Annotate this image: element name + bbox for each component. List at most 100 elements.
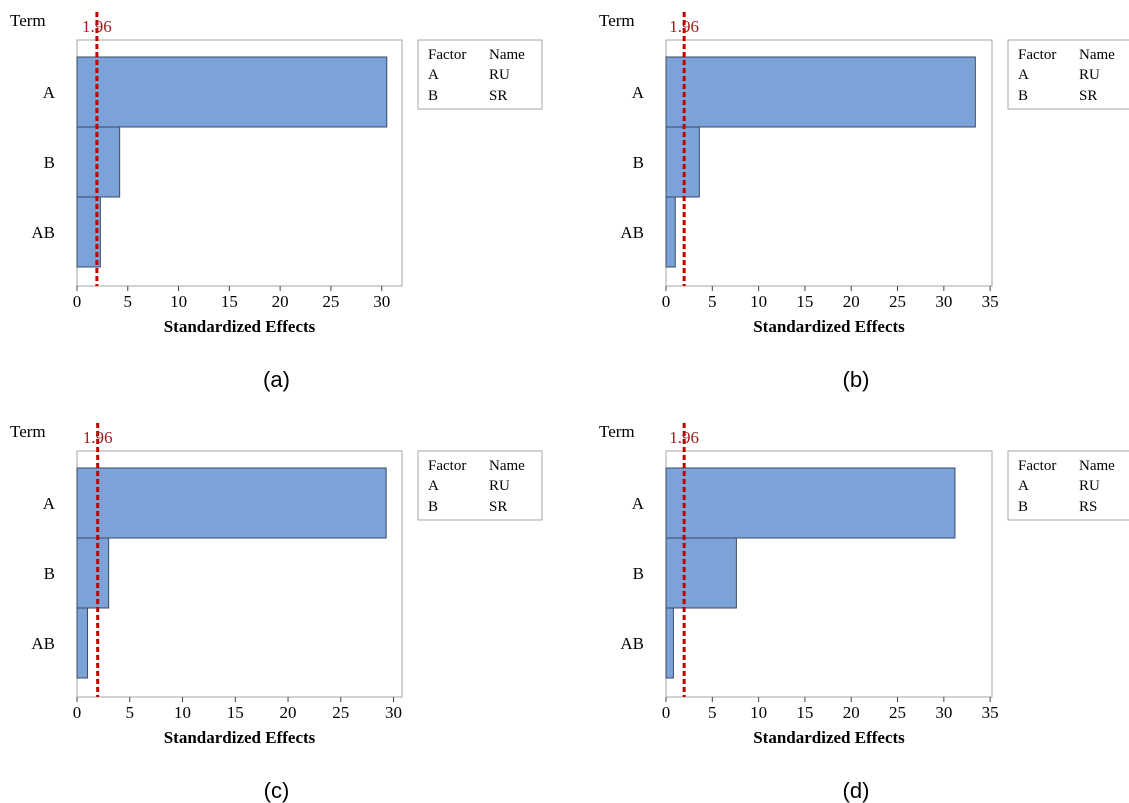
- term-heading: Term: [10, 11, 46, 30]
- legend-header-factor: Factor: [428, 47, 466, 63]
- panel-caption: (b): [843, 367, 870, 392]
- legend-box: [1007, 39, 1129, 110]
- x-tick-label: 15: [221, 292, 238, 311]
- x-tick-label: 0: [662, 703, 671, 722]
- x-tick-label: 10: [174, 703, 191, 722]
- legend-header-name: Name: [1079, 47, 1115, 63]
- x-tick-label: 20: [280, 703, 297, 722]
- reference-label: 1.96: [82, 17, 112, 36]
- x-tick-label: 10: [170, 292, 187, 311]
- bar-a: [665, 467, 956, 539]
- category-label: A: [43, 83, 56, 102]
- x-tick-label: 15: [796, 292, 813, 311]
- legend-header-factor: Factor: [1018, 47, 1056, 63]
- legend-name: RU: [1079, 478, 1100, 494]
- x-tick-label: 5: [708, 703, 717, 722]
- bar-b: [665, 126, 700, 198]
- category-label: A: [632, 83, 645, 102]
- x-tick-label: 15: [227, 703, 244, 722]
- x-tick-label: 30: [935, 292, 952, 311]
- x-tick-label: 25: [889, 703, 906, 722]
- legend-header-name: Name: [489, 458, 525, 474]
- x-tick-label: 10: [750, 703, 767, 722]
- legend-header-factor: Factor: [428, 458, 466, 474]
- legend-header-name: Name: [489, 47, 525, 63]
- legend-factor: A: [428, 478, 439, 494]
- bar-a: [76, 467, 387, 539]
- legend-factor: B: [1018, 499, 1028, 515]
- bar-ab: [665, 196, 676, 268]
- legend-factor: B: [1018, 88, 1028, 104]
- legend-name: SR: [489, 499, 507, 515]
- x-tick-label: 35: [982, 292, 999, 311]
- x-tick-label: 0: [73, 703, 82, 722]
- bar-ab: [665, 607, 674, 679]
- legend-factor: B: [428, 88, 438, 104]
- reference-label: 1.96: [669, 17, 699, 36]
- category-label: AB: [31, 634, 55, 653]
- panel-caption: (d): [843, 778, 870, 803]
- category-label: B: [44, 564, 55, 583]
- x-tick-label: 0: [662, 292, 671, 311]
- bar-b: [665, 537, 737, 609]
- legend-factor: A: [1018, 67, 1029, 83]
- x-tick-label: 30: [373, 292, 390, 311]
- x-tick-label: 35: [982, 703, 999, 722]
- x-tick-label: 5: [124, 292, 133, 311]
- term-heading: Term: [599, 422, 635, 441]
- category-label: AB: [620, 223, 644, 242]
- x-tick-label: 20: [843, 703, 860, 722]
- term-heading: Term: [10, 422, 46, 441]
- reference-label: 1.96: [669, 428, 699, 447]
- legend-name: RU: [489, 478, 510, 494]
- category-label: AB: [31, 223, 55, 242]
- x-tick-label: 30: [935, 703, 952, 722]
- bar-b: [76, 126, 121, 198]
- category-label: B: [44, 153, 55, 172]
- legend-factor: A: [1018, 478, 1029, 494]
- x-tick-label: 25: [332, 703, 349, 722]
- legend-name: SR: [1079, 88, 1097, 104]
- x-axis-label: Standardized Effects: [753, 728, 905, 747]
- x-tick-label: 5: [126, 703, 135, 722]
- term-heading: Term: [599, 11, 635, 30]
- bar-ab: [76, 607, 89, 679]
- x-tick-label: 20: [843, 292, 860, 311]
- x-axis-label: Standardized Effects: [164, 728, 316, 747]
- x-tick-label: 10: [750, 292, 767, 311]
- legend-box: [417, 450, 543, 521]
- legend-name: SR: [489, 88, 507, 104]
- panel-caption: (a): [263, 367, 290, 392]
- category-label: B: [633, 153, 644, 172]
- category-label: A: [632, 494, 645, 513]
- x-tick-label: 25: [322, 292, 339, 311]
- category-label: AB: [620, 634, 644, 653]
- category-label: B: [633, 564, 644, 583]
- bar-a: [665, 56, 976, 128]
- x-axis-label: Standardized Effects: [164, 317, 316, 336]
- legend-factor: B: [428, 499, 438, 515]
- reference-label: 1.96: [83, 428, 113, 447]
- legend-header-factor: Factor: [1018, 458, 1056, 474]
- x-tick-label: 25: [889, 292, 906, 311]
- bar-b: [76, 537, 110, 609]
- x-tick-label: 30: [385, 703, 402, 722]
- x-tick-label: 20: [272, 292, 289, 311]
- legend-factor: A: [428, 67, 439, 83]
- x-axis-label: Standardized Effects: [753, 317, 905, 336]
- bar-a: [76, 56, 388, 128]
- legend-name: RU: [1079, 67, 1100, 83]
- legend-name: RS: [1079, 499, 1097, 515]
- category-label: A: [43, 494, 56, 513]
- x-tick-label: 15: [796, 703, 813, 722]
- legend-box: [1007, 450, 1129, 521]
- legend-header-name: Name: [1079, 458, 1115, 474]
- panel-caption: (c): [264, 778, 290, 803]
- legend-name: RU: [489, 67, 510, 83]
- x-tick-label: 0: [73, 292, 82, 311]
